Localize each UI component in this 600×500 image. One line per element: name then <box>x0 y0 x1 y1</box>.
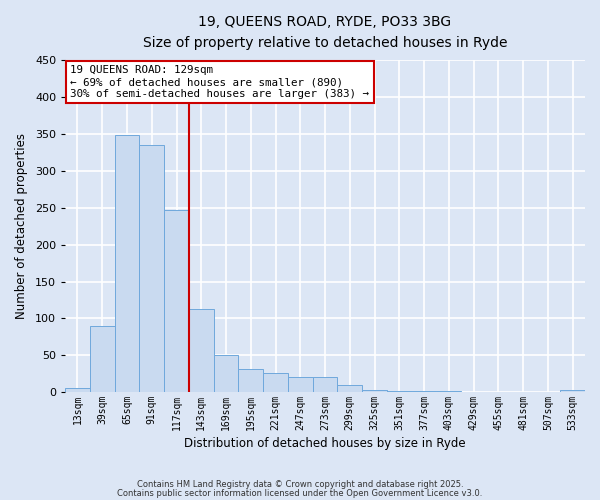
Bar <box>65 388 90 392</box>
Bar <box>560 390 585 392</box>
Bar <box>313 378 337 392</box>
Bar <box>263 373 288 392</box>
Title: 19, QUEENS ROAD, RYDE, PO33 3BG
Size of property relative to detached houses in : 19, QUEENS ROAD, RYDE, PO33 3BG Size of … <box>143 15 507 50</box>
Text: Contains public sector information licensed under the Open Government Licence v3: Contains public sector information licen… <box>118 488 482 498</box>
Bar <box>288 376 313 392</box>
Bar <box>139 145 164 392</box>
Bar <box>189 309 214 392</box>
Text: 19 QUEENS ROAD: 129sqm
← 69% of detached houses are smaller (890)
30% of semi-de: 19 QUEENS ROAD: 129sqm ← 69% of detached… <box>70 66 369 98</box>
Text: Contains HM Land Registry data © Crown copyright and database right 2025.: Contains HM Land Registry data © Crown c… <box>137 480 463 489</box>
Y-axis label: Number of detached properties: Number of detached properties <box>15 134 28 320</box>
Bar <box>238 369 263 392</box>
X-axis label: Distribution of detached houses by size in Ryde: Distribution of detached houses by size … <box>184 437 466 450</box>
Bar <box>90 326 115 392</box>
Bar <box>337 386 362 392</box>
Bar <box>164 210 189 392</box>
Bar <box>214 355 238 392</box>
Bar <box>115 135 139 392</box>
Bar <box>362 390 387 392</box>
Bar <box>387 390 412 392</box>
